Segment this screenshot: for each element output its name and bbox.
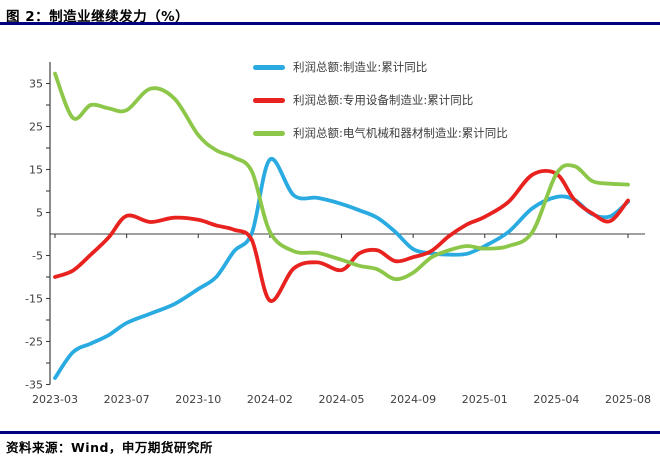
series-line-manufacturing [53, 157, 630, 380]
x-tick-label: 2024-05 [319, 393, 365, 406]
legend-item-manufacturing: 利润总额:制造业:累计同比 [253, 57, 508, 77]
x-tick-label: 2024-02 [247, 393, 293, 406]
chart-legend: 利润总额:制造业:累计同比 利润总额:专用设备制造业:累计同比 利润总额:电气机… [253, 57, 508, 156]
legend-label: 利润总额:专用设备制造业:累计同比 [293, 93, 474, 107]
legend-swatch-green [253, 130, 285, 136]
y-tick-label: -5 [32, 250, 43, 263]
legend-item-special-equipment: 利润总额:专用设备制造业:累计同比 [253, 90, 508, 110]
y-tick-label: 5 [36, 207, 43, 220]
legend-item-electrical-machinery: 利润总额:电气机械和器材制造业:累计同比 [253, 123, 508, 143]
legend-swatch-red [253, 97, 285, 103]
footer-rule [0, 431, 660, 434]
y-tick-label: 35 [29, 78, 43, 91]
legend-label: 利润总额:制造业:累计同比 [293, 60, 428, 74]
x-tick-label: 2023-10 [175, 393, 221, 406]
data-source-note: 资料来源：Wind，申万期货研究所 [6, 440, 213, 455]
x-tick-label: 2024-09 [390, 393, 436, 406]
legend-swatch-blue [253, 64, 285, 70]
legend-label: 利润总额:电气机械和器材制造业:累计同比 [293, 126, 508, 140]
y-tick-label: -15 [25, 293, 43, 306]
chart-title: 图 2：制造业继续发力（%） [6, 9, 190, 25]
y-tick-label: -35 [25, 379, 43, 392]
x-tick-label: 2025-08 [605, 393, 651, 406]
y-tick-label: 25 [29, 121, 43, 134]
series-line-electrical-machinery [53, 71, 630, 282]
x-tick-label: 2023-03 [32, 393, 78, 406]
title-underline-rule [0, 22, 660, 25]
x-tick-label: 2023-07 [104, 393, 150, 406]
y-tick-label: -25 [25, 336, 43, 349]
x-tick-label: 2025-01 [462, 393, 508, 406]
y-tick-label: 15 [29, 164, 43, 177]
x-tick-label: 2025-04 [533, 393, 579, 406]
